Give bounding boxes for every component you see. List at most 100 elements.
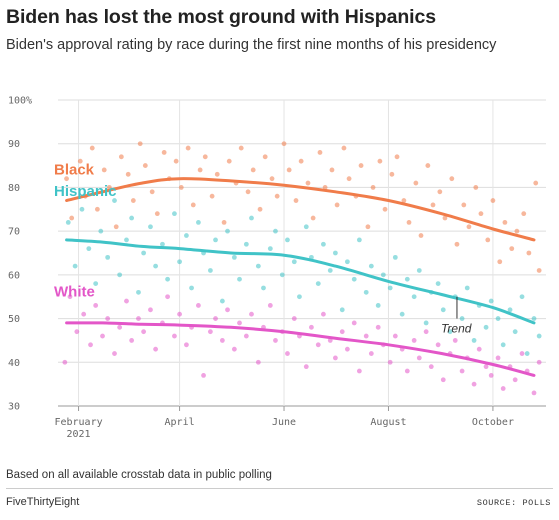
- point-black: [413, 180, 419, 186]
- point-black: [94, 206, 100, 212]
- point-white: [243, 333, 249, 339]
- point-black: [370, 185, 376, 190]
- point-white: [375, 324, 381, 330]
- point-hispanic: [339, 307, 345, 313]
- point-black: [293, 198, 299, 203]
- x-tick-label: August: [370, 417, 406, 428]
- point-black: [173, 158, 179, 164]
- point-white: [392, 333, 398, 339]
- point-black: [502, 220, 508, 225]
- trend-line-hispanic: [65, 238, 536, 325]
- point-hispanic: [423, 320, 429, 326]
- point-black: [346, 176, 352, 182]
- point-hispanic: [459, 316, 465, 321]
- point-black: [226, 158, 232, 164]
- point-white: [273, 338, 278, 343]
- point-hispanic: [148, 224, 153, 230]
- point-white: [332, 355, 338, 361]
- point-black: [437, 189, 443, 195]
- annotation-label: Trend: [441, 322, 472, 336]
- point-hispanic: [344, 259, 350, 265]
- point-hispanic: [363, 289, 369, 295]
- point-hispanic: [165, 276, 170, 282]
- point-white: [67, 294, 73, 300]
- point-hispanic: [356, 237, 362, 243]
- point-hispanic: [117, 272, 123, 278]
- point-hispanic: [72, 263, 78, 269]
- point-hispanic: [524, 351, 530, 356]
- point-black: [418, 233, 424, 238]
- point-white: [339, 329, 345, 335]
- point-white: [141, 329, 147, 335]
- point-hispanic: [327, 268, 333, 273]
- point-black: [101, 167, 107, 173]
- y-tick-label: 50: [8, 314, 20, 325]
- point-hispanic: [392, 254, 398, 260]
- point-hispanic: [500, 342, 506, 348]
- point-white: [105, 316, 111, 321]
- point-black: [377, 158, 383, 164]
- point-black: [113, 224, 119, 230]
- point-hispanic: [172, 211, 177, 217]
- point-black: [536, 268, 542, 273]
- point-hispanic: [177, 259, 182, 265]
- point-black: [485, 237, 491, 243]
- point-black: [310, 215, 316, 221]
- footnote: Based on all available crosstab data in …: [6, 469, 272, 481]
- point-white: [476, 346, 482, 352]
- point-white: [112, 351, 117, 356]
- point-hispanic: [160, 241, 165, 247]
- point-white: [387, 359, 393, 365]
- point-black: [466, 224, 472, 230]
- point-white: [225, 307, 230, 313]
- point-black: [490, 198, 496, 203]
- point-hispanic: [112, 198, 117, 203]
- point-black: [533, 180, 539, 186]
- point-black: [449, 176, 455, 182]
- point-white: [213, 316, 218, 321]
- point-white: [303, 364, 309, 370]
- point-hispanic: [488, 298, 494, 304]
- point-black: [497, 259, 503, 265]
- point-hispanic: [124, 237, 129, 243]
- point-hispanic: [213, 237, 218, 243]
- point-hispanic: [404, 276, 410, 282]
- point-black: [130, 198, 136, 203]
- point-black: [365, 224, 371, 230]
- point-black: [329, 167, 335, 173]
- point-white: [512, 377, 518, 383]
- point-hispanic: [255, 263, 261, 269]
- point-hispanic: [153, 263, 159, 269]
- point-white: [267, 303, 273, 308]
- point-black: [406, 220, 412, 225]
- trend-lines: [65, 177, 536, 377]
- point-white: [356, 368, 362, 374]
- point-black: [77, 158, 83, 164]
- point-hispanic: [136, 289, 141, 295]
- point-black: [197, 167, 203, 173]
- point-hispanic: [519, 294, 525, 300]
- y-tick-label: 100%: [8, 96, 32, 107]
- point-white: [172, 333, 177, 339]
- poll-points: [62, 141, 542, 396]
- point-black: [178, 185, 184, 190]
- footer-divider: [6, 488, 553, 489]
- point-white: [531, 390, 537, 396]
- point-white: [285, 351, 290, 356]
- point-black: [202, 154, 208, 160]
- y-tick-label: 80: [8, 183, 20, 194]
- point-hispanic: [440, 307, 446, 313]
- point-white: [321, 311, 326, 317]
- point-hispanic: [495, 316, 501, 321]
- point-black: [394, 154, 400, 160]
- point-black: [269, 176, 275, 182]
- point-white: [488, 373, 494, 378]
- point-white: [459, 368, 465, 374]
- point-white: [416, 355, 422, 361]
- x-tick-label: October: [472, 417, 514, 428]
- point-hispanic: [267, 246, 273, 252]
- series-label-white: White: [54, 284, 95, 301]
- y-tick-label: 40: [8, 358, 20, 369]
- point-hispanic: [416, 268, 422, 273]
- point-white: [100, 333, 105, 339]
